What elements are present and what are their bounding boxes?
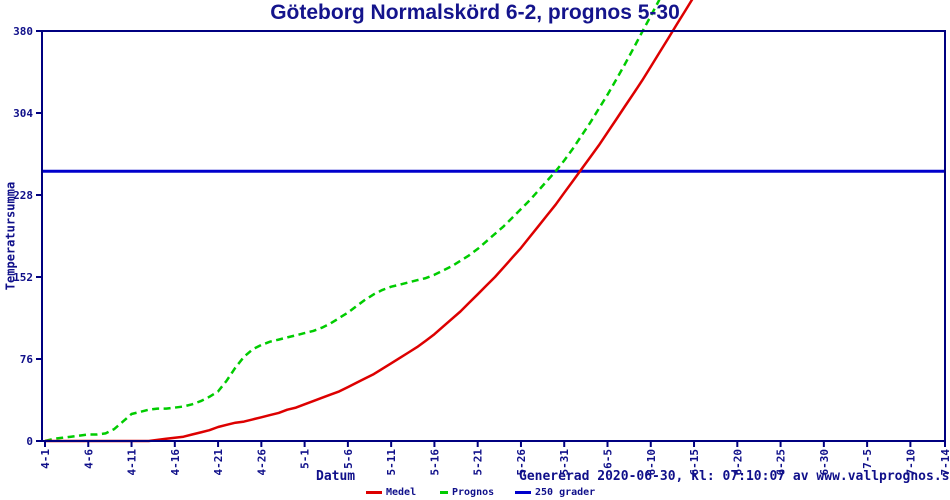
x-tick-label: 6-10 [645,449,658,476]
x-tick-label: 5-1 [299,449,312,469]
medel-line-swatch [366,491,382,494]
y-tick-label: 152 [13,271,33,284]
x-tick-label: 4-16 [169,449,182,476]
generated-timestamp: Genererad 2020-06-30, kl: 07:10:07 av ww… [519,469,950,484]
x-tick-label: 5-26 [515,449,528,476]
x-tick-label: 6-15 [688,449,701,476]
x-tick-label: 6-25 [775,449,788,476]
y-tick-label: 380 [13,25,33,38]
x-tick-label: 5-16 [428,449,441,476]
x-tick-label: 7-5 [861,449,874,469]
chart-title: Göteborg Normalskörd 6-2, prognos 5-30 [270,1,680,24]
plot-border [41,30,946,442]
prognos-line-swatch [440,491,448,494]
y-axis-label: Temperatursumma [3,181,18,291]
x-tick-label: 4-1 [39,449,52,469]
legend: Medel Prognos 250 grader [0,486,950,499]
x-tick-label: 5-31 [558,449,571,476]
x-tick-label: 4-6 [82,449,95,469]
series-medel [45,0,694,443]
legend-label-medel: Medel [386,487,417,498]
y-tick-label: 76 [20,353,34,366]
y-tick-label: 304 [13,107,33,120]
series-prognos [44,0,661,443]
y-tick-label: 0 [26,435,33,448]
legend-item-250-grader: 250 grader [515,486,595,499]
x-tick-label: 4-26 [255,449,268,476]
x-tick-label: 5-21 [472,449,485,476]
x-tick-label: 6-5 [602,449,615,469]
x-tick-label: 4-11 [126,449,139,476]
x-tick-label: 6-30 [818,449,831,476]
x-tick-label: 7-10 [904,449,917,476]
legend-label-250-grader: 250 grader [535,487,596,498]
x-axis-label: Datum [316,469,356,484]
x-tick-label: 4-21 [212,449,225,476]
legend-item-prognos: Prognos [440,486,494,499]
x-tick-label: 5-11 [385,449,398,476]
threshold-line-swatch [515,491,531,494]
x-tick-label: 7-14 [939,449,950,476]
legend-item-medel: Medel [366,486,416,499]
y-tick-label: 228 [13,189,33,202]
x-tick-label: 6-20 [731,449,744,476]
legend-label-prognos: Prognos [452,487,495,498]
x-tick-label: 5-6 [342,449,355,469]
